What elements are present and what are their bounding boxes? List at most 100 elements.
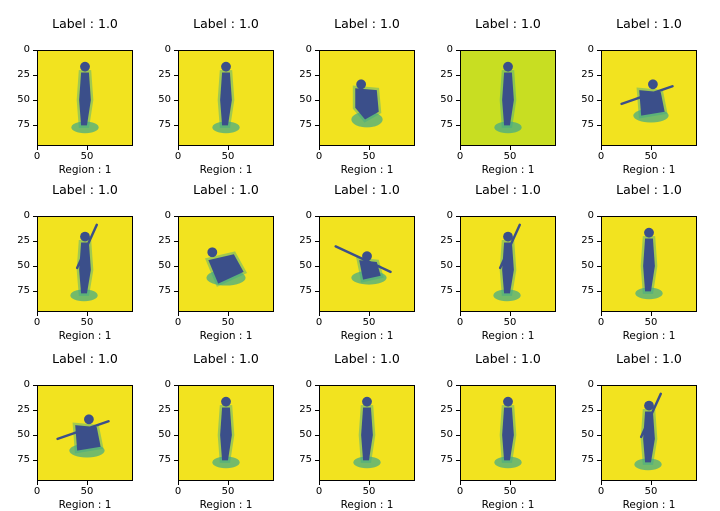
y-tick-label: 75 (292, 119, 319, 131)
image-axes (37, 385, 133, 481)
image-panel: Label : 1.0 0 25 50 75 0 50 Region : 1 (425, 351, 565, 511)
image-panel: Label : 1.0 0 25 50 75 0 50 Region : 1 (143, 16, 283, 176)
y-tick-label: 50 (292, 94, 319, 106)
image-axes (37, 50, 133, 146)
figure-body (355, 88, 379, 120)
photo-image (461, 386, 555, 480)
x-tick-label: 0 (445, 312, 475, 329)
x-tick-label: 0 (163, 481, 193, 498)
y-tick-label: 25 (433, 404, 460, 416)
figure-halo (636, 87, 668, 119)
panel-title: Label : 1.0 (52, 351, 118, 366)
figure-halo (499, 405, 517, 463)
image-panel: Label : 1.0 0 25 50 75 0 50 Region : 1 (284, 16, 424, 176)
image-axes (319, 216, 415, 312)
y-tick-label: 25 (574, 235, 601, 247)
x-tick-label: 50 (213, 481, 243, 498)
figure-shadow (493, 289, 521, 302)
y-tick-label: 25 (292, 404, 319, 416)
figure-head (80, 231, 90, 242)
y-tick-label: 50 (151, 260, 178, 272)
y-tick-label: 50 (10, 94, 37, 106)
photo-image (602, 386, 696, 480)
figure-shadow (494, 456, 522, 469)
y-tick-label: 25 (151, 404, 178, 416)
figure-shadow (212, 456, 240, 469)
x-tick-label: 50 (636, 481, 666, 498)
x-tick-label: 50 (636, 312, 666, 329)
figure-head (84, 414, 94, 425)
image-panel: Label : 1.0 0 25 50 75 0 50 Region : 1 (284, 351, 424, 511)
x-tick-label: 50 (354, 146, 384, 163)
x-tick-label: 50 (495, 146, 525, 163)
y-tick-label: 25 (574, 404, 601, 416)
image-panel: Label : 1.0 0 25 50 75 0 50 Region : 1 (2, 182, 142, 342)
figure-halo (358, 405, 376, 463)
y-tick-label: 0 (574, 379, 601, 391)
y-tick-label: 0 (574, 210, 601, 222)
x-tick-label: 0 (586, 146, 616, 163)
y-tick-label: 75 (10, 119, 37, 131)
panel-title: Label : 1.0 (52, 182, 118, 197)
y-tick-label: 25 (433, 235, 460, 247)
image-panel: Label : 1.0 0 25 50 75 0 50 Region : 1 (143, 351, 283, 511)
image-axes (601, 385, 697, 481)
figure-head (207, 247, 218, 258)
x-tick-label: 0 (304, 146, 334, 163)
x-tick-label: 0 (304, 312, 334, 329)
panel-title: Label : 1.0 (193, 351, 259, 366)
figure-head (221, 61, 231, 72)
figure-head (648, 79, 658, 90)
panel-title: Label : 1.0 (616, 351, 682, 366)
y-tick-label: 50 (292, 429, 319, 441)
y-tick-label: 75 (151, 119, 178, 131)
x-tick-label: 0 (586, 312, 616, 329)
image-axes (178, 216, 274, 312)
figure-body (75, 425, 101, 451)
y-tick-label: 50 (574, 94, 601, 106)
figure-shadow (494, 121, 522, 134)
y-tick-label: 0 (10, 210, 37, 222)
y-tick-label: 50 (433, 429, 460, 441)
y-tick-label: 50 (151, 94, 178, 106)
y-tick-label: 75 (151, 454, 178, 466)
x-axis-label: Region : 1 (340, 499, 394, 511)
y-tick-label: 75 (574, 454, 601, 466)
figure-halo (356, 257, 384, 283)
y-tick-label: 0 (433, 379, 460, 391)
figure-head (503, 396, 513, 407)
image-panel: Label : 1.0 0 25 50 75 0 50 Region : 1 (425, 182, 565, 342)
photo-image (461, 217, 555, 311)
panel-title: Label : 1.0 (616, 182, 682, 197)
x-tick-label: 0 (163, 312, 193, 329)
figure-body (359, 260, 381, 280)
photo-image (179, 217, 273, 311)
x-axis-label: Region : 1 (58, 330, 112, 342)
panel-title: Label : 1.0 (193, 182, 259, 197)
panel-title: Label : 1.0 (475, 351, 541, 366)
x-tick-label: 0 (586, 481, 616, 498)
photo-image (38, 386, 132, 480)
x-axis-label: Region : 1 (199, 499, 253, 511)
figure-body (643, 238, 655, 292)
y-tick-label: 50 (10, 260, 37, 272)
panel-title: Label : 1.0 (334, 351, 400, 366)
y-tick-label: 0 (151, 379, 178, 391)
x-tick-label: 50 (354, 481, 384, 498)
y-tick-label: 75 (10, 285, 37, 297)
x-axis-label: Region : 1 (199, 164, 253, 176)
y-tick-label: 50 (10, 429, 37, 441)
figure-head (503, 61, 513, 72)
figure-shadow (71, 121, 99, 134)
photo-image (38, 51, 132, 145)
figure-body (502, 242, 514, 294)
y-tick-label: 0 (10, 379, 37, 391)
y-tick-label: 25 (292, 69, 319, 81)
y-tick-label: 75 (574, 285, 601, 297)
figure-body (79, 72, 91, 126)
y-tick-label: 25 (10, 69, 37, 81)
x-tick-label: 50 (354, 312, 384, 329)
x-tick-label: 0 (304, 481, 334, 498)
panel-title: Label : 1.0 (193, 16, 259, 31)
